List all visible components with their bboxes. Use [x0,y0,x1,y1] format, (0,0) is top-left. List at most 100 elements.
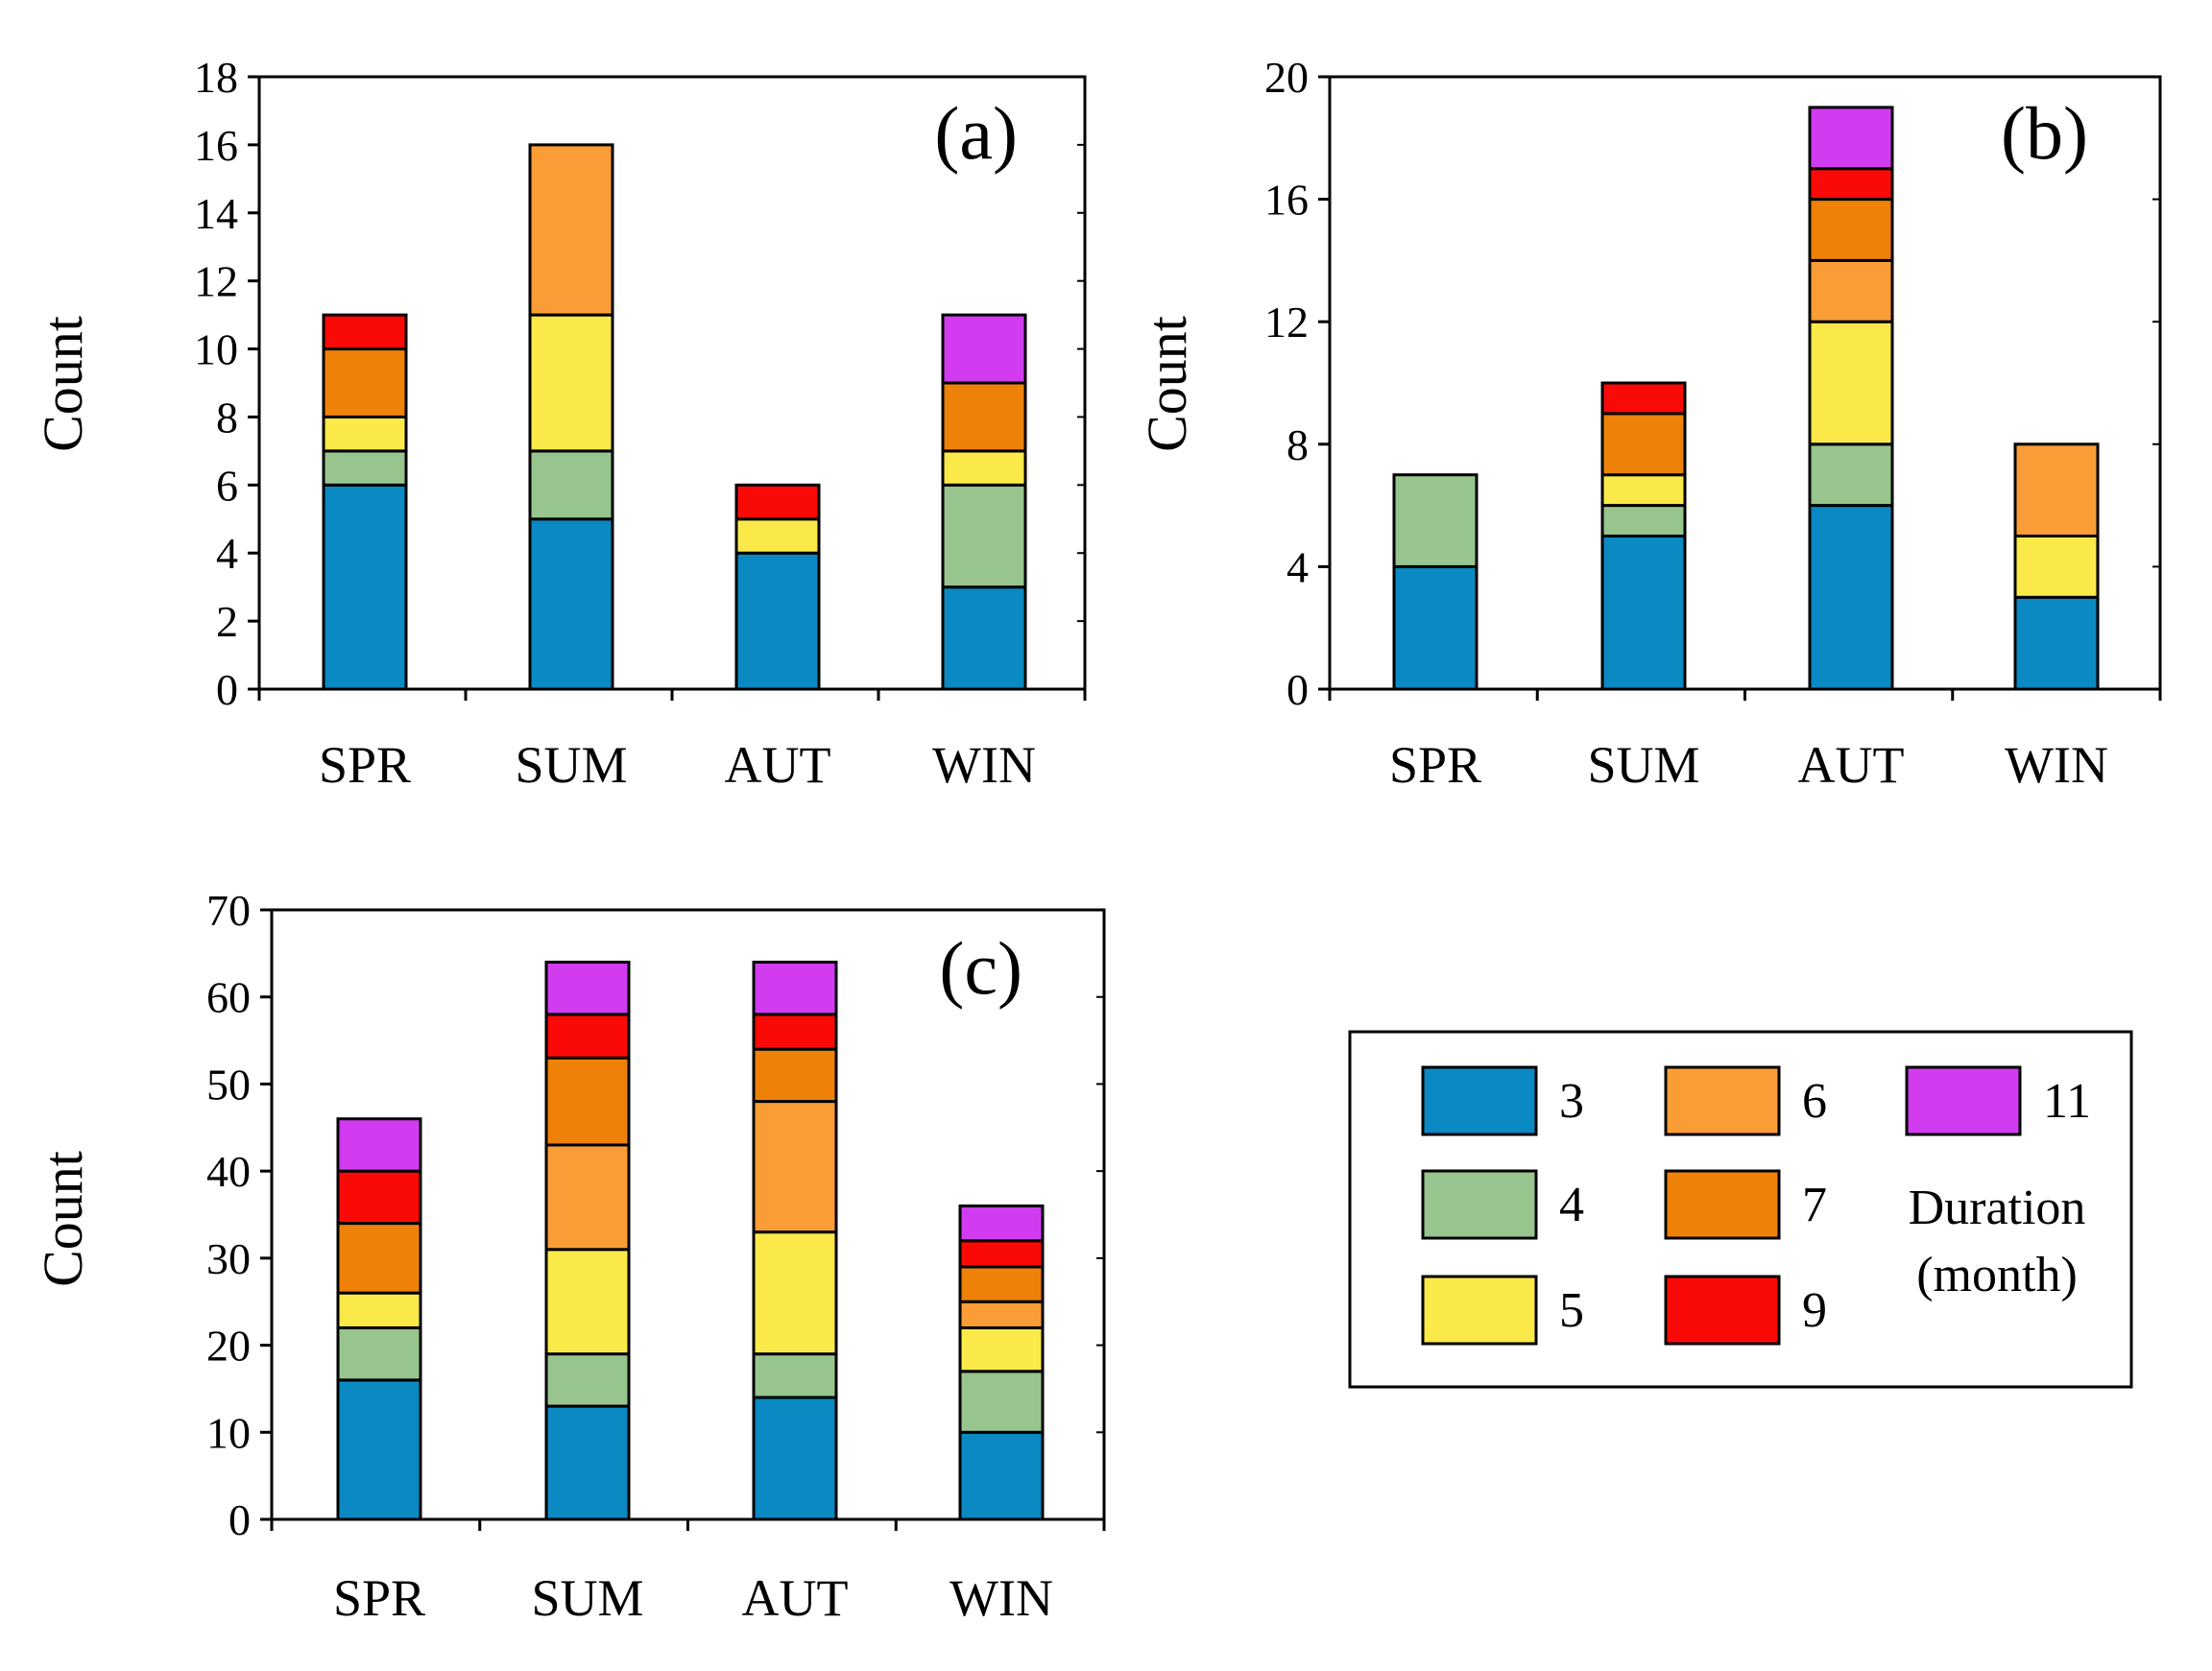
x-category-label: SPR [333,1569,425,1627]
bar-segment-sum-dur-4 [544,1352,631,1408]
bar-segment-spr-dur-3 [336,1378,422,1521]
bar-segment-aut-dur-4 [752,1352,838,1399]
bar-segment-sum-dur-4 [528,449,614,521]
panel-a-chart: 0 2 4 6 8 10 12 14 16 18 Count (a) SPR SUM AUT WIN [32,53,1087,794]
legend-swatch-4 [1421,1169,1538,1240]
bar-segment-spr-dur-11 [336,1117,422,1173]
y-tick-label: 8 [1286,420,1309,469]
bar-segment-sum-dur-6 [544,1143,631,1252]
y-axis-label: Count [1136,316,1198,452]
bar-segment-aut-dur-5 [734,517,821,555]
bar-segment-spr-dur-3 [322,483,408,691]
bar-segment-aut-dur-11 [1808,106,1894,171]
legend-label-7: 7 [1802,1178,1827,1232]
bar-segment-sum-dur-9 [1600,381,1687,416]
bar-segment-aut-dur-11 [752,960,838,1016]
y-tick-label: 10 [206,1408,251,1457]
bar-segment-sum-dur-5 [544,1248,631,1356]
x-category-label: WIN [2005,736,2108,794]
bar-segment-win-dur-5 [2013,535,2100,599]
y-tick-label: 20 [206,1322,251,1371]
x-category-label: WIN [950,1569,1053,1627]
x-category-label: AUT [742,1569,849,1627]
panel-label: (b) [2001,91,2088,175]
y-axis-label: Count [32,1151,94,1287]
bar-segment-aut-dur-6 [752,1100,838,1234]
y-tick-label: 20 [1264,53,1309,102]
bar-segment-sum-dur-6 [528,143,614,317]
y-tick-label: 14 [194,189,238,238]
y-tick-label: 0 [216,665,238,714]
bar-segment-win-dur-3 [2013,595,2100,691]
bar-segment-aut-dur-9 [752,1013,838,1051]
legend-swatch-3 [1421,1065,1538,1136]
legend-label-3: 3 [1559,1074,1584,1129]
legend-label-6: 6 [1802,1074,1827,1129]
y-tick-label: 50 [206,1060,251,1109]
y-tick-label: 70 [206,886,251,935]
bar-segment-aut-dur-6 [1808,258,1894,323]
bar-segment-win-dur-3 [941,585,1027,691]
y-axis-label: Count [32,316,94,452]
bar-segment-win-dur-4 [958,1370,1045,1434]
bar-segment-spr-dur-5 [322,415,408,453]
legend-title-line1: Duration [1909,1181,2086,1235]
bar-segment-sum-dur-5 [528,313,614,453]
legend: 3 4 5 6 7 9 11 Duration (month) [1348,1030,2133,1389]
bar-segment-aut-dur-9 [734,483,821,521]
y-tick-label: 4 [1286,542,1309,591]
bar-segment-sum-dur-3 [1600,535,1687,691]
bar-segment-aut-dur-4 [1808,442,1894,508]
y-tick-label: 12 [194,257,238,306]
panel-label: (c) [939,926,1022,1010]
y-tick-label: 4 [216,529,238,578]
bar-segment-win-dur-7 [941,381,1027,453]
legend-label-9: 9 [1802,1283,1827,1338]
y-tick-label: 8 [216,393,238,442]
x-category-label: SUM [1587,736,1699,794]
bar-segment-spr-dur-4 [322,449,408,487]
legend-title-line2: (month) [1916,1248,2078,1302]
y-tick-label: 18 [194,53,238,102]
bar-segment-win-dur-5 [941,449,1027,487]
x-category-label: AUT [725,736,831,794]
bar-segment-sum-dur-4 [1600,504,1687,537]
bar-segment-aut-dur-5 [1808,320,1894,446]
bar-segment-win-dur-9 [958,1239,1045,1269]
bar-segment-aut-dur-3 [1808,504,1894,691]
bar-segment-win-dur-4 [941,483,1027,589]
bar-segment-sum-dur-3 [544,1404,631,1521]
panel-label: (a) [934,91,1018,175]
x-category-label: SPR [1389,736,1481,794]
y-tick-label: 16 [194,121,238,170]
y-tick-label: 0 [228,1495,251,1544]
y-tick-label: 30 [206,1234,251,1283]
legend-label-4: 4 [1559,1178,1584,1232]
bar-segment-spr-dur-9 [336,1169,422,1226]
bar-segment-win-dur-5 [958,1325,1045,1373]
bar-segment-spr-dur-7 [322,347,408,418]
x-category-label: AUT [1798,736,1905,794]
x-category-label: SPR [319,736,411,794]
bar-segment-spr-dur-7 [336,1222,422,1295]
bar-segment-spr-dur-4 [1392,473,1479,568]
bar-segment-sum-dur-3 [528,517,614,691]
bar-segment-sum-dur-7 [1600,412,1687,477]
bar-segment-aut-dur-3 [752,1396,838,1521]
legend-swatch-7 [1664,1169,1781,1240]
bar-segment-win-dur-7 [958,1265,1045,1303]
bar-segment-sum-dur-5 [1600,473,1687,508]
legend-swatch-11 [1905,1065,2022,1136]
panel-c-chart: 0 10 20 30 40 50 60 70 Count (c) SPR SUM AUT WIN [32,886,1106,1627]
bar-segment-spr-dur-9 [322,313,408,351]
bar-segment-sum-dur-9 [544,1013,631,1060]
bar-segment-aut-dur-7 [1808,198,1894,262]
legend-label-11: 11 [2043,1074,2091,1129]
legend-label-5: 5 [1559,1283,1584,1338]
bar-segment-win-dur-11 [941,313,1027,385]
x-category-label: WIN [932,736,1036,794]
bar-segment-sum-dur-11 [544,960,631,1016]
bar-segment-spr-dur-4 [336,1325,422,1382]
y-tick-label: 12 [1264,298,1309,346]
